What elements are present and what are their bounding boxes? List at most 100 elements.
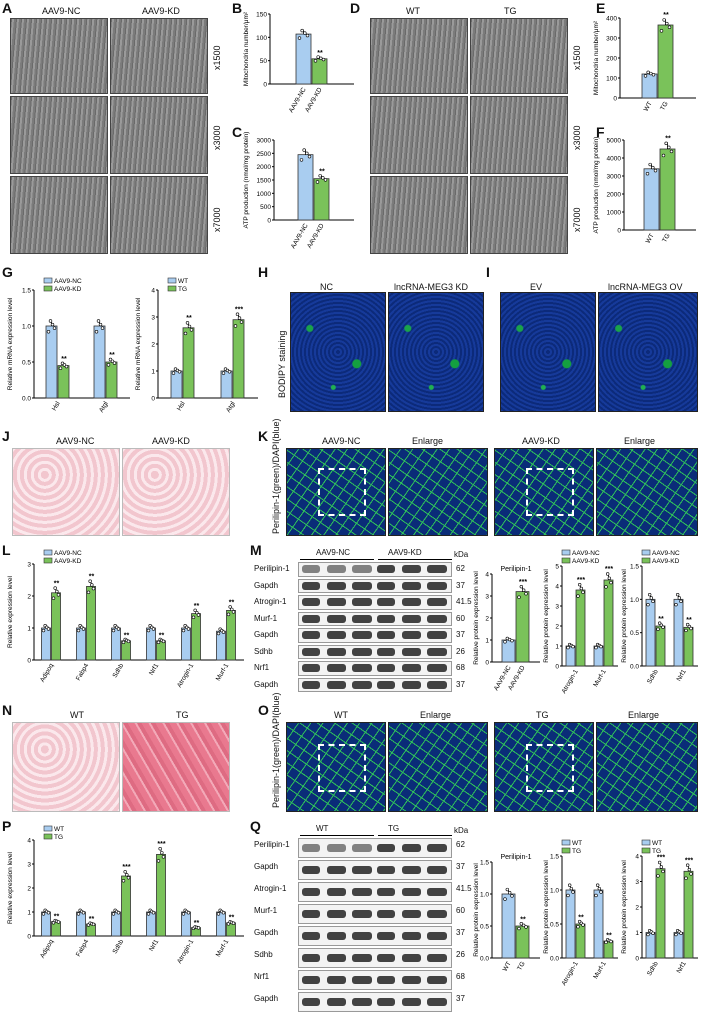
em-image (10, 96, 108, 174)
em-image (470, 18, 568, 94)
x-tick-label: Atgl (98, 400, 110, 414)
bar (657, 24, 674, 99)
blot-band (327, 565, 346, 574)
blot-kda: 37 (456, 580, 465, 590)
data-point (161, 855, 166, 859)
y-tick-label: 2 (27, 594, 31, 601)
bar (673, 598, 684, 667)
he-image (12, 722, 120, 812)
data-point (185, 321, 190, 325)
significance-label: ** (658, 616, 664, 623)
y-tick-label: 1500 (257, 178, 272, 185)
blot-strip (298, 860, 452, 880)
y-tick-label: 2 (635, 905, 639, 912)
data-point (94, 330, 99, 334)
data-point (597, 886, 602, 891)
blot-band (352, 976, 372, 984)
col-label: AAV9-NC (56, 436, 95, 446)
panel-label-o: O (258, 702, 269, 718)
chart-l: 0 1 2 3 Relative expression level ** Adipoq ** F… (7, 549, 244, 689)
x-tick-label: Murf-1 (592, 960, 608, 980)
blot-band (352, 888, 372, 896)
data-point (81, 627, 86, 631)
data-point (56, 920, 61, 924)
bar (673, 932, 684, 959)
blot-band (352, 844, 372, 852)
em-image (370, 18, 468, 94)
data-point (667, 145, 671, 150)
legend-swatch (561, 839, 571, 846)
significance-label: ** (61, 356, 67, 363)
legend-label: AAV9-NC (54, 550, 82, 557)
x-tick-label: Atrogin-1 (176, 938, 195, 965)
blot-band (302, 598, 320, 607)
significance-label: *** (657, 855, 665, 862)
data-point (221, 911, 226, 915)
em-image (370, 96, 468, 174)
chart-title: Perilipin-1 (500, 854, 531, 861)
bar (655, 868, 666, 959)
col-label: AAV9-KD (522, 436, 560, 446)
em-image (110, 18, 208, 94)
legend-label: WT (572, 840, 582, 847)
data-point (76, 912, 81, 916)
blot-group-label: AAV9-KD (388, 548, 422, 557)
data-point (50, 322, 55, 327)
data-point (519, 584, 524, 589)
y-tick-label: 2500 (257, 151, 272, 158)
x-tick-label: Murf-1 (592, 668, 608, 688)
blot-band (352, 664, 372, 673)
data-point (177, 370, 182, 374)
y-tick-label: 1.0 (550, 888, 559, 895)
perilipin-image (286, 448, 386, 536)
blot-band (302, 631, 320, 640)
data-point (51, 921, 56, 925)
legend-swatch (641, 549, 651, 556)
legend-label: AAV9-NC (652, 550, 680, 557)
blot-kda: 37 (456, 630, 465, 639)
data-point (64, 364, 69, 369)
blot-band (427, 647, 447, 656)
mag-label: x7000 (572, 207, 582, 232)
col-label: Enlarge (628, 710, 660, 720)
blot-kda: 60 (456, 613, 465, 623)
bar (565, 889, 576, 959)
bar (659, 148, 676, 231)
data-point (566, 645, 570, 650)
data-point (299, 158, 304, 162)
significance-label: ** (124, 632, 130, 639)
blot-group-label: WT (316, 824, 329, 833)
data-point (181, 912, 186, 916)
em-image (110, 176, 208, 254)
blot-row-label: Gapdh (254, 630, 279, 639)
blot-band (402, 664, 421, 673)
blot-band (352, 910, 372, 918)
data-point (665, 21, 669, 26)
x-tick-label: WT (502, 960, 513, 972)
y-tick-label: 3 (27, 562, 31, 569)
data-point (576, 925, 580, 929)
legend-label: WT (652, 840, 662, 847)
bar (111, 911, 121, 937)
significance-label: ** (186, 315, 192, 322)
y-axis-label: Relative protein expression level (543, 860, 550, 954)
significance-label: ** (606, 933, 612, 940)
blot-band (427, 888, 447, 896)
legend-swatch (561, 549, 571, 556)
data-point (237, 316, 242, 320)
y-tick-label: 0.5 (22, 360, 31, 367)
data-point (108, 357, 113, 362)
legend-label: AAV9-NC (54, 278, 82, 285)
data-point (657, 860, 662, 865)
mag-label: x7000 (212, 207, 222, 232)
blot-band (427, 976, 447, 984)
blot-band (402, 866, 421, 874)
panel-label-b: B (232, 0, 243, 16)
bar (121, 875, 131, 937)
bar (515, 591, 530, 663)
col-label: TG (504, 6, 517, 16)
zoom-box (526, 468, 574, 516)
bar (645, 932, 656, 959)
